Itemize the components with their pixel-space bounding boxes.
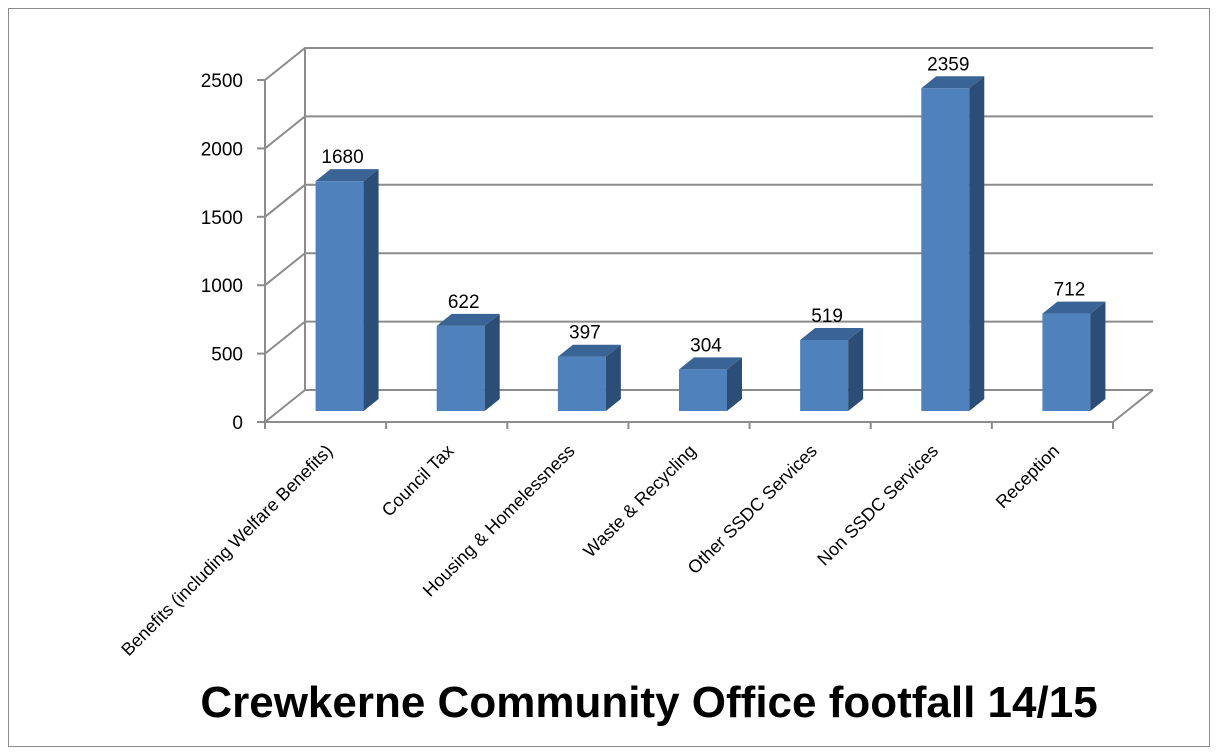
bar-front (1042, 313, 1091, 411)
bar-front (800, 340, 849, 411)
bar-front (436, 325, 485, 411)
gridline (264, 183, 1153, 218)
data-label: 622 (448, 292, 480, 313)
x-category-label: Council Tax (378, 441, 458, 521)
chart-title: Crewkerne Community Office footfall 14/1… (200, 678, 1098, 727)
x-category-label: Benefits (including Welfare Benefits) (117, 441, 336, 660)
bar-side (727, 357, 742, 411)
bar-side (484, 313, 500, 411)
x-category-label: Waste & Recycling (579, 441, 699, 561)
bar-front (679, 369, 727, 411)
y-tick-label: 500 (211, 345, 243, 366)
x-category-label: Other SSDC Services (684, 441, 821, 578)
bar-side (1090, 301, 1106, 411)
bar-front (315, 181, 364, 411)
bars (315, 76, 1106, 411)
bar-side (969, 76, 985, 411)
data-label: 712 (1054, 280, 1086, 301)
bar-top (679, 357, 742, 370)
gridline (264, 115, 1153, 150)
gridline (264, 47, 1153, 81)
y-tick-label: 2500 (201, 71, 243, 92)
bar (557, 344, 621, 411)
bar-front (921, 88, 970, 411)
bar (436, 313, 500, 411)
bar-top (1042, 301, 1106, 314)
axes: 0 500 1000 1500 2000 2500 (201, 48, 1154, 434)
floor-right-edge (1112, 389, 1154, 423)
x-category-label: Non SSDC Services (813, 441, 942, 570)
bar-front (557, 356, 606, 411)
bar-top (436, 313, 500, 326)
y-tick-label: 1500 (201, 208, 243, 229)
data-label: 519 (811, 306, 843, 327)
y-tick-label: 1000 (201, 276, 243, 297)
bar-top (315, 169, 379, 182)
bar-side (848, 328, 864, 411)
bar (315, 169, 379, 411)
bar (679, 357, 742, 411)
bar (921, 76, 985, 411)
data-label: 397 (569, 323, 601, 344)
x-category-label: Reception (992, 441, 1063, 512)
bar-top (921, 76, 985, 89)
bar (1042, 301, 1106, 411)
y-tick-label: 0 (232, 413, 243, 434)
data-label: 2359 (927, 54, 969, 75)
bar-side (605, 344, 621, 411)
data-label: 1680 (321, 147, 363, 168)
y-tick-label: 2000 (201, 139, 243, 160)
bar-side (363, 169, 379, 411)
bar-top (800, 328, 864, 341)
data-label: 304 (690, 335, 722, 356)
gridline (264, 252, 1153, 286)
bar (800, 328, 864, 411)
bar-top (557, 344, 621, 357)
